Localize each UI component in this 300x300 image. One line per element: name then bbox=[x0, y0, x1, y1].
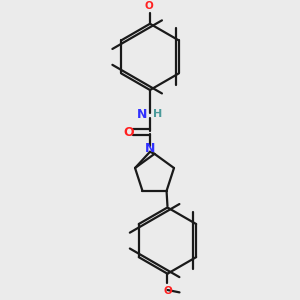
Text: H: H bbox=[153, 109, 162, 119]
Text: O: O bbox=[163, 286, 172, 296]
Text: N: N bbox=[137, 108, 148, 121]
Text: O: O bbox=[144, 1, 153, 11]
Text: O: O bbox=[124, 126, 134, 139]
Text: N: N bbox=[145, 142, 155, 155]
